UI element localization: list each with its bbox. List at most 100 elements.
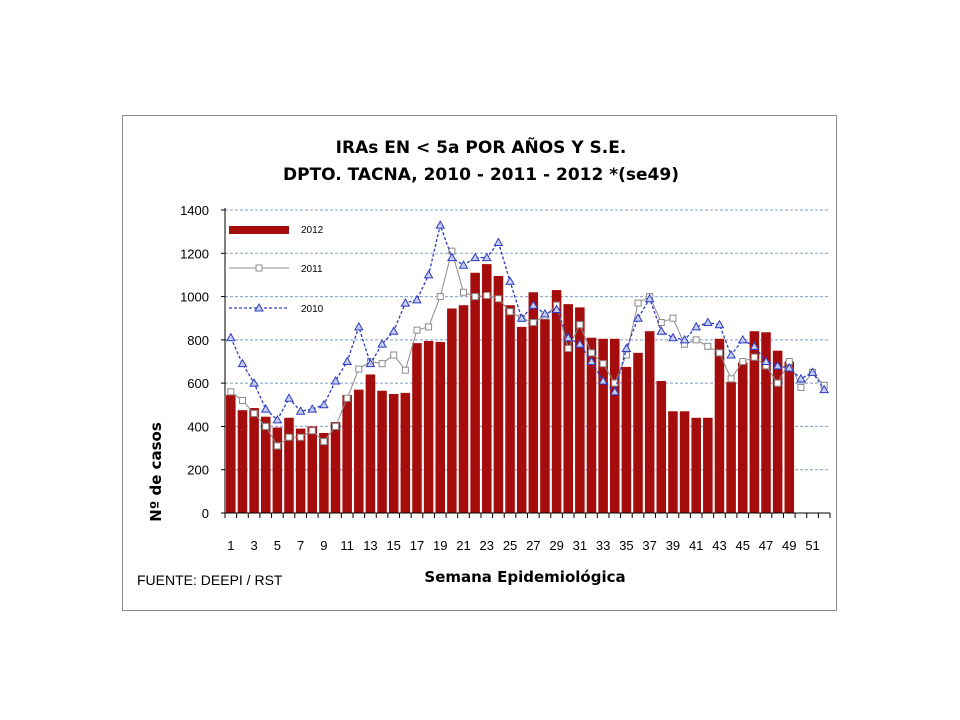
bar-2012 [598,338,608,513]
bar-2012 [458,305,469,513]
chart-title-line-1: IRAs EN < 5a POR AÑOS Y S.E. [336,135,627,158]
x-tick-label: 11 [340,538,354,553]
bar-2012 [726,382,736,513]
bar-2012 [447,308,457,513]
marker-2011 [332,422,340,430]
marker-2010 [377,339,387,348]
bar-2012 [307,426,318,513]
x-tick-label: 33 [596,538,610,553]
marker-2011 [378,360,386,368]
marker-2010 [691,321,702,331]
marker-2010 [726,349,736,359]
line-2011 [230,249,825,447]
marker-2010 [528,300,539,309]
bar-2012 [470,272,480,513]
bar-2012 [295,428,306,513]
bar-2012 [714,338,725,513]
bar-2012 [586,337,597,513]
marker-2010 [807,367,818,376]
x-tick-label: 37 [642,538,656,553]
bar-2012 [761,332,771,513]
marker-2010 [307,404,318,413]
marker-2010 [574,339,585,348]
x-tick-label: 21 [456,538,470,553]
marker-2010 [598,375,608,385]
bar-2012 [423,340,434,513]
x-tick-label: 25 [503,538,517,553]
marker-2011 [250,409,258,417]
marker-2010 [586,356,597,365]
marker-2011 [308,427,316,435]
marker-2011 [460,288,468,296]
marker-2010 [540,308,550,318]
bar-2012 [505,305,515,513]
y-axis-title: Nº de casos [147,422,165,522]
gridlines [225,209,830,471]
marker-2011 [401,366,409,374]
marker-2010 [551,304,562,314]
marker-2011 [390,351,398,359]
x-tick-label: 23 [480,538,494,553]
x-tick-label: 19 [433,538,447,553]
marker-2010 [714,319,725,329]
bar-2012 [354,389,364,513]
source-note: FUENTE: DEEPI / RST [137,572,283,588]
y-tick-label: 600 [187,376,209,391]
marker-2011 [355,365,363,373]
marker-2010 [796,373,806,383]
bar-2012 [435,342,446,513]
bar-2012 [551,290,562,513]
marker-2010 [284,393,294,402]
bar-2012 [260,416,271,513]
y-axis-ticks: 0 200 400 600 800 1000 1200 1400 [180,203,225,521]
bar-2012 [493,276,504,513]
bar-2012 [691,417,701,513]
x-tick-label: 39 [666,538,680,553]
bar-2012 [482,264,492,513]
bar-2012 [516,326,527,513]
bar-2012 [668,411,678,513]
legend-label-2010: 2010 [301,304,324,315]
marker-2010 [702,317,713,327]
marker-2011 [587,349,595,357]
x-axis-ticks: 1 3 5 7 9 11 13 15 17 19 21 23 25 27 29 31 33 35 37 39 41 43 4… [224,513,831,553]
x-tick-label: 49 [782,538,796,553]
marker-2010 [668,332,678,342]
x-tick-label: 3 [250,538,257,553]
y-tick-label: 1200 [180,246,209,261]
x-tick-label: 7 [297,538,304,553]
marker-2011 [413,326,421,334]
bar-2012 [575,307,585,513]
marker-2010 [388,326,399,335]
x-tick-label: 31 [573,538,587,553]
marker-2010 [260,404,271,413]
bar-2012 [563,304,573,513]
marker-2011 [634,299,642,307]
bar-2012 [772,350,783,513]
y-tick-label: 1000 [180,290,209,305]
marker-2011 [669,314,677,322]
x-tick-label: 5 [274,538,281,553]
marker-2010 [644,293,655,303]
chart-svg: IRAs EN < 5a POR AÑOS Y S.E. DPTO. TACNA… [137,135,831,588]
y-tick-label: 1400 [180,203,209,218]
x-tick-label: 9 [320,538,327,553]
marker-2010 [470,252,481,262]
chart-frame: IRAs EN < 5a POR AÑOS Y S.E. DPTO. TACNA… [122,115,837,611]
marker-2010 [435,220,446,229]
bar-2012 [319,432,329,513]
marker-2011 [774,379,782,387]
marker-2011 [227,388,235,396]
bar-2012 [540,319,550,513]
marker-2011 [529,319,537,327]
bar-2012 [749,331,760,513]
marker-2011 [657,319,665,327]
marker-2010 [679,334,690,344]
marker-2011 [494,295,502,303]
marker-2011 [320,438,328,446]
marker-2011 [343,394,351,402]
bar-2012 [342,395,352,513]
legend: 2012 2011 2010 [229,225,324,315]
marker-2011 [599,360,607,368]
x-tick-label: 41 [689,538,703,553]
